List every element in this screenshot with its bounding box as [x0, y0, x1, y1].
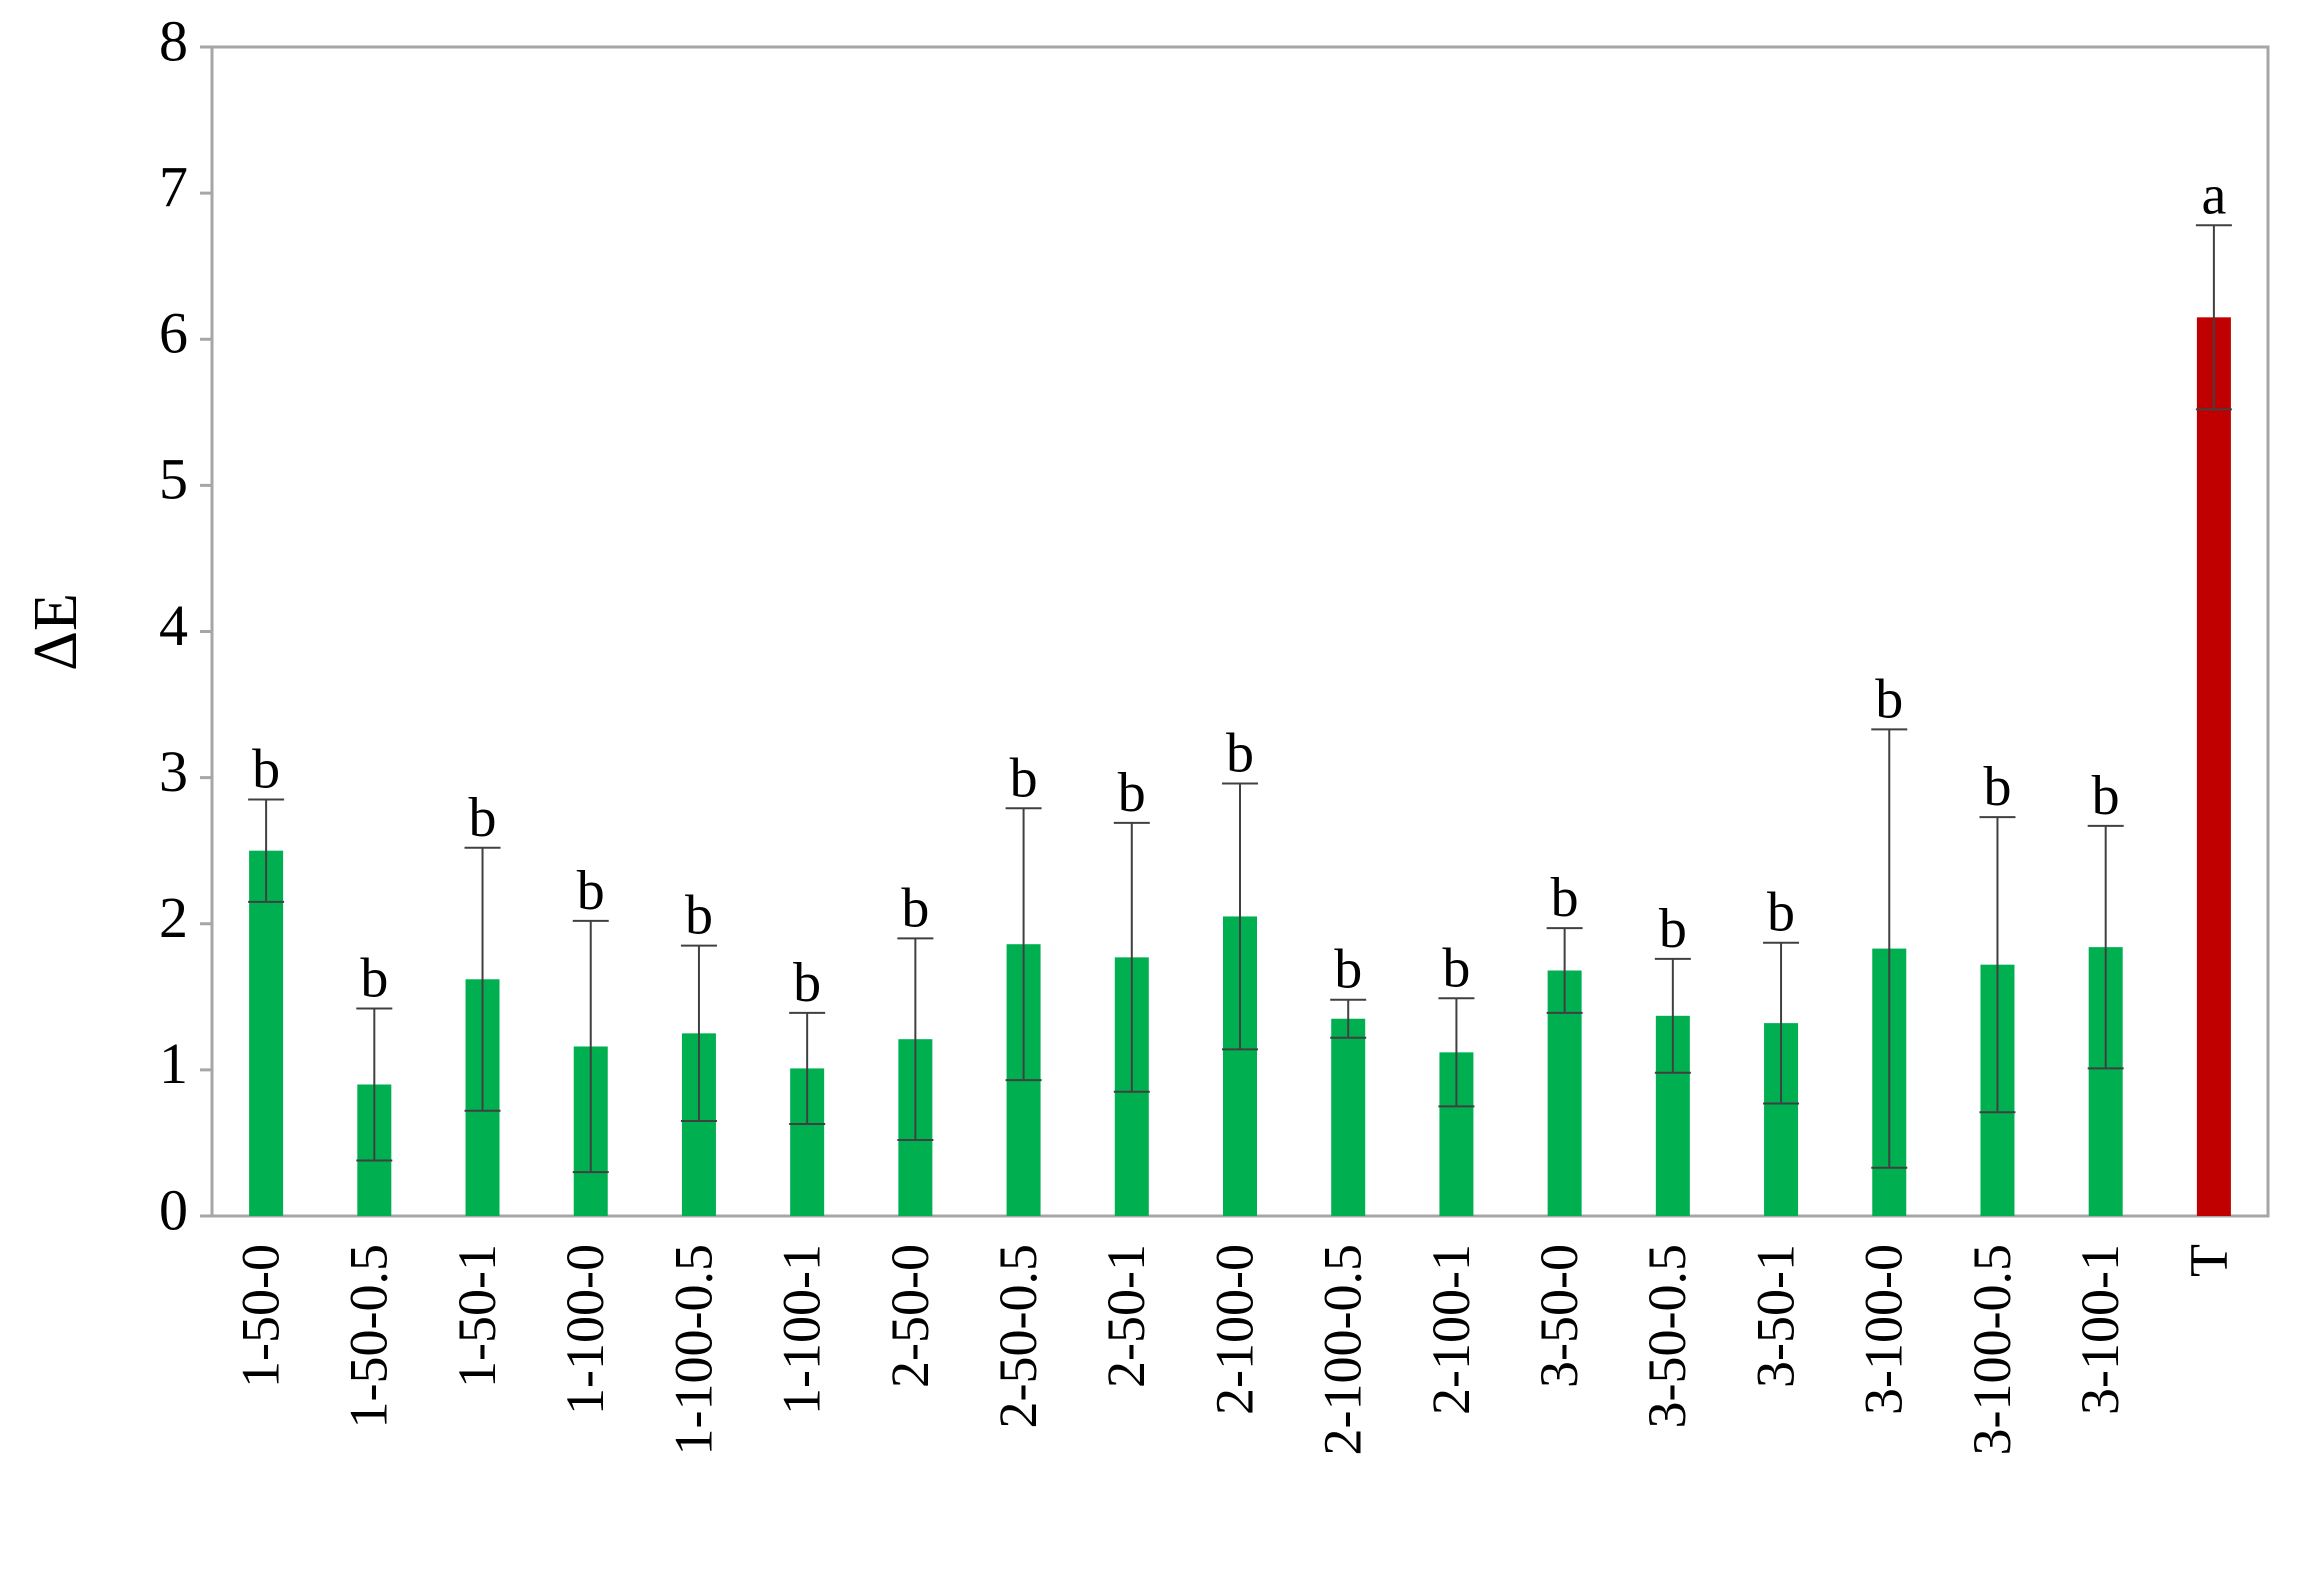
significance-label: a — [2201, 164, 2226, 226]
significance-label: b — [1334, 939, 1362, 1001]
x-tick-label: 1-100-0.5 — [663, 1244, 723, 1455]
x-tick-label: 3-50-1 — [1745, 1244, 1805, 1388]
y-tick-label: 3 — [159, 739, 188, 804]
y-tick-label: 8 — [159, 8, 188, 73]
significance-label: b — [685, 885, 713, 947]
significance-label: b — [1875, 668, 1903, 730]
significance-label: b — [469, 787, 497, 849]
significance-label: b — [1767, 882, 1795, 944]
y-tick-label: 1 — [159, 1031, 188, 1096]
x-tick-label: 2-100-0.5 — [1313, 1244, 1373, 1455]
x-tick-label: 3-50-0 — [1529, 1244, 1589, 1388]
x-tick-label: 3-100-0.5 — [1962, 1244, 2022, 1455]
significance-label: b — [2092, 765, 2120, 827]
x-tick-label: 2-50-0 — [880, 1244, 940, 1388]
x-tick-label: 1-50-1 — [447, 1244, 507, 1388]
x-tick-label: 2-100-0 — [1204, 1244, 1264, 1415]
significance-label: b — [1551, 867, 1579, 929]
y-tick-label: 6 — [159, 301, 188, 366]
y-tick-label: 4 — [159, 593, 188, 658]
bar — [249, 850, 284, 1216]
y-tick-label: 7 — [159, 154, 188, 219]
significance-label: b — [252, 739, 280, 801]
significance-label: b — [901, 877, 929, 939]
y-tick-label: 0 — [159, 1177, 188, 1242]
y-tick-label: 5 — [159, 447, 188, 512]
significance-label: b — [577, 860, 605, 922]
significance-label: b — [1010, 747, 1038, 809]
significance-label: b — [360, 948, 388, 1010]
x-tick-label: 1-100-1 — [772, 1244, 832, 1415]
x-tick-label: T — [2178, 1244, 2238, 1277]
x-tick-label: 1-100-0 — [555, 1244, 615, 1415]
bar — [1331, 1018, 1366, 1216]
x-tick-label: 3-50-0.5 — [1637, 1244, 1697, 1428]
significance-label: b — [1118, 762, 1146, 824]
x-tick-label: 2-50-1 — [1096, 1244, 1156, 1388]
y-tick-label: 2 — [159, 885, 188, 950]
significance-label: b — [1659, 898, 1687, 960]
x-tick-label: 2-50-0.5 — [988, 1244, 1048, 1428]
x-tick-label: 1-50-0.5 — [339, 1244, 399, 1428]
x-tick-label: 3-100-0 — [1854, 1244, 1914, 1415]
significance-label: b — [1442, 937, 1470, 999]
y-axis-label: ΔE — [22, 593, 90, 671]
significance-label: b — [1226, 722, 1254, 784]
x-tick-label: 2-100-1 — [1421, 1244, 1481, 1415]
x-tick-label: 1-50-0 — [230, 1244, 290, 1388]
bar — [2196, 317, 2231, 1216]
x-tick-label: 3-100-1 — [2070, 1244, 2130, 1415]
significance-label: b — [1983, 756, 2011, 818]
significance-label: b — [793, 952, 821, 1014]
